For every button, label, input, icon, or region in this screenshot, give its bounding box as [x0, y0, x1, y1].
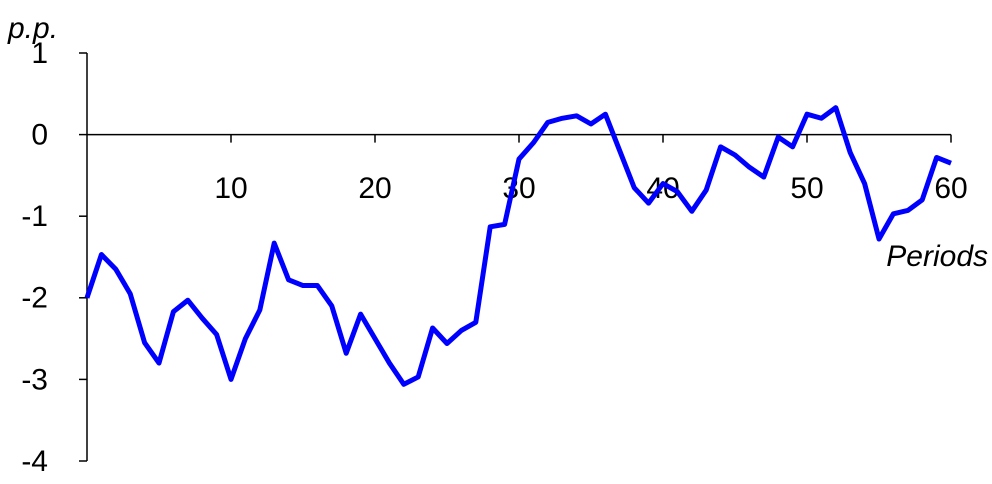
y-tick-label: 1	[31, 37, 48, 70]
x-tick-label: 10	[214, 172, 247, 205]
x-tick-label: 30	[502, 172, 535, 205]
y-axis-label: p.p.	[7, 12, 58, 45]
x-tick-label: 60	[934, 172, 967, 205]
y-tick-label: -3	[21, 363, 48, 396]
y-tick-label: -1	[21, 200, 48, 233]
y-tick-label: 0	[31, 119, 48, 152]
x-axis-label: Periods	[886, 240, 988, 273]
x-tick-label: 50	[790, 172, 823, 205]
y-tick-label: -2	[21, 282, 48, 315]
x-tick-label: 20	[358, 172, 391, 205]
y-tick-label: -4	[21, 445, 48, 478]
data-line	[84, 105, 952, 387]
